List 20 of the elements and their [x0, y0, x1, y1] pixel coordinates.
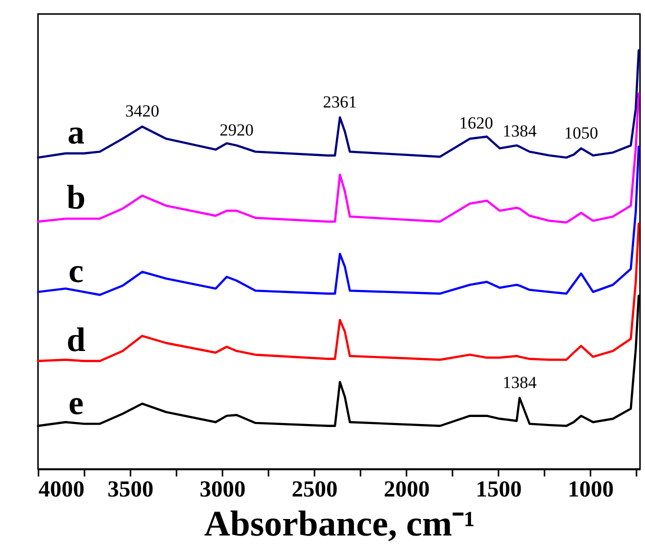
series-label: c	[68, 252, 84, 290]
x-tick-label: 2000	[384, 476, 430, 502]
series-label: d	[66, 322, 86, 359]
annotation: 1050	[564, 123, 598, 142]
annotation: 3420	[125, 102, 160, 121]
x-tick-label: 3000	[200, 476, 246, 502]
annotation: 1620	[459, 113, 494, 132]
series-label: a	[68, 114, 85, 152]
x-tick-label: 3500	[108, 476, 154, 502]
x-axis-title: Absorbance, cm⁻¹	[204, 504, 475, 544]
x-tick-label: 4000	[38, 476, 84, 502]
x-tick-label: 2500	[292, 476, 338, 502]
annotation: 2361	[322, 92, 357, 112]
series-label: e	[68, 384, 84, 422]
x-tick-label: 1500	[476, 476, 522, 502]
annotation: 1384	[502, 372, 538, 392]
series-label: b	[66, 180, 86, 217]
annotation: 1384	[502, 122, 538, 141]
annotation: 2920	[220, 120, 254, 140]
x-tick-label: 1000	[568, 476, 614, 502]
